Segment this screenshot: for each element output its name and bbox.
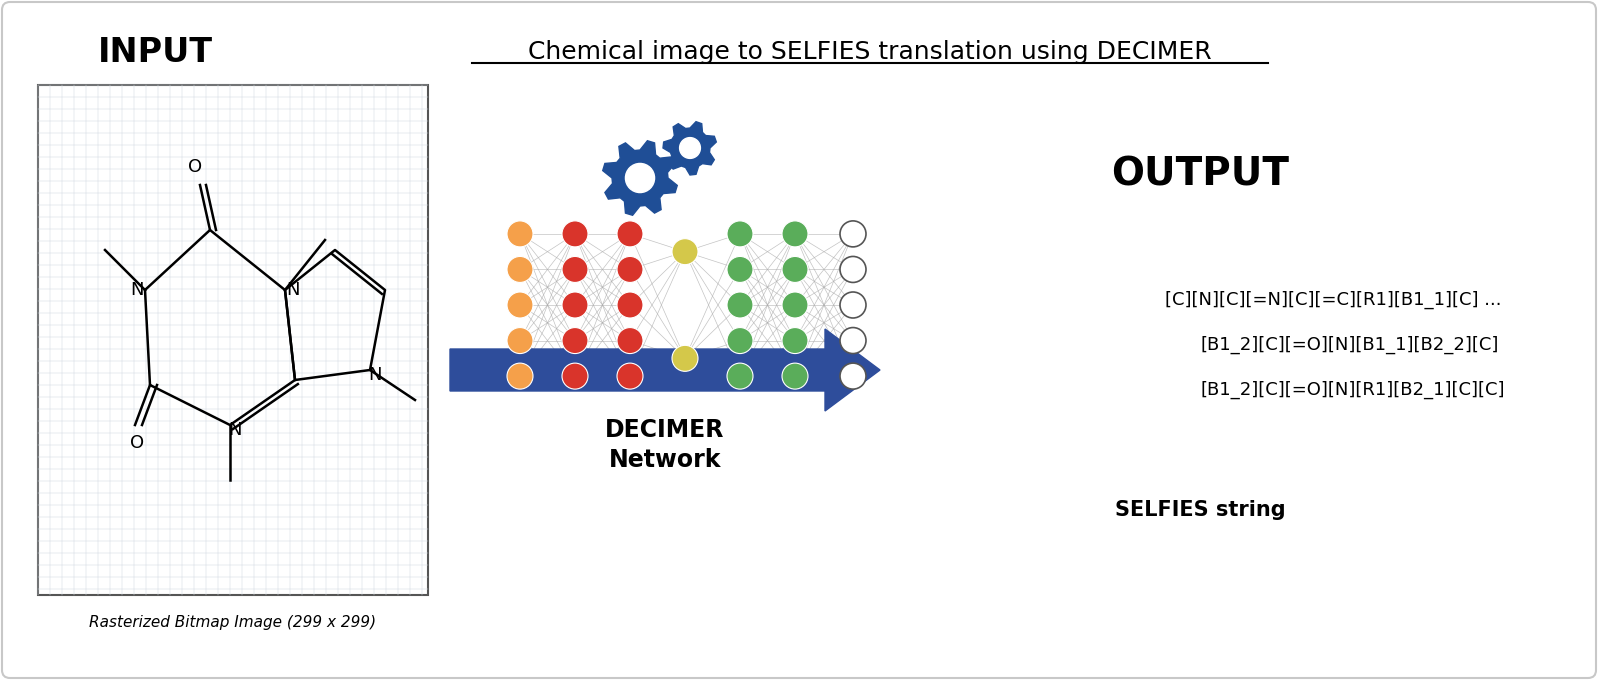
Text: OUTPUT: OUTPUT bbox=[1110, 156, 1290, 194]
Text: O: O bbox=[187, 158, 202, 176]
Circle shape bbox=[618, 328, 643, 354]
Circle shape bbox=[618, 363, 643, 389]
Circle shape bbox=[618, 292, 643, 318]
Circle shape bbox=[507, 221, 533, 247]
Circle shape bbox=[782, 221, 808, 247]
Circle shape bbox=[726, 292, 754, 318]
Circle shape bbox=[562, 292, 589, 318]
Text: N: N bbox=[286, 281, 299, 299]
Circle shape bbox=[562, 328, 589, 354]
Circle shape bbox=[840, 292, 866, 318]
Text: N: N bbox=[368, 366, 382, 384]
Circle shape bbox=[672, 238, 698, 265]
Text: O: O bbox=[130, 434, 144, 452]
Text: Rasterized Bitmap Image (299 x 299): Rasterized Bitmap Image (299 x 299) bbox=[90, 615, 376, 630]
Text: N: N bbox=[229, 421, 242, 439]
Circle shape bbox=[840, 328, 866, 354]
Circle shape bbox=[618, 256, 643, 283]
Circle shape bbox=[507, 292, 533, 318]
Circle shape bbox=[507, 256, 533, 283]
Circle shape bbox=[782, 292, 808, 318]
Circle shape bbox=[840, 221, 866, 247]
FancyBboxPatch shape bbox=[38, 85, 429, 595]
Text: DECIMER
Network: DECIMER Network bbox=[605, 418, 725, 472]
Circle shape bbox=[726, 363, 754, 389]
Circle shape bbox=[626, 163, 654, 193]
Circle shape bbox=[562, 256, 589, 283]
FancyArrow shape bbox=[450, 329, 880, 411]
Text: INPUT: INPUT bbox=[98, 36, 213, 68]
Circle shape bbox=[507, 328, 533, 354]
Circle shape bbox=[840, 363, 866, 389]
Circle shape bbox=[618, 221, 643, 247]
Circle shape bbox=[562, 363, 589, 389]
Polygon shape bbox=[662, 122, 717, 175]
Circle shape bbox=[726, 328, 754, 354]
Text: [B1_2][C][=O][N][R1][B2_1][C][C]: [B1_2][C][=O][N][R1][B2_1][C][C] bbox=[1200, 381, 1504, 399]
Text: Chemical image to SELFIES translation using DECIMER: Chemical image to SELFIES translation us… bbox=[528, 40, 1211, 64]
Text: [C][N][C][=N][C][=C][R1][B1_1][C] ...: [C][N][C][=N][C][=C][R1][B1_1][C] ... bbox=[1165, 291, 1501, 309]
Text: N: N bbox=[130, 281, 144, 299]
Text: SELFIES string: SELFIES string bbox=[1115, 500, 1285, 520]
Circle shape bbox=[726, 221, 754, 247]
Circle shape bbox=[562, 221, 589, 247]
Circle shape bbox=[782, 363, 808, 389]
Text: [B1_2][C][=O][N][B1_1][B2_2][C]: [B1_2][C][=O][N][B1_1][B2_2][C] bbox=[1200, 336, 1498, 354]
Circle shape bbox=[507, 363, 533, 389]
Circle shape bbox=[782, 256, 808, 283]
Circle shape bbox=[680, 137, 701, 158]
Polygon shape bbox=[603, 141, 677, 215]
Circle shape bbox=[726, 256, 754, 283]
Circle shape bbox=[782, 328, 808, 354]
Circle shape bbox=[840, 256, 866, 283]
Circle shape bbox=[672, 346, 698, 372]
